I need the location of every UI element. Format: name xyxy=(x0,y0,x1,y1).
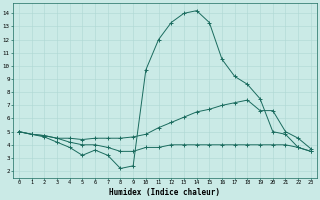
X-axis label: Humidex (Indice chaleur): Humidex (Indice chaleur) xyxy=(109,188,220,197)
